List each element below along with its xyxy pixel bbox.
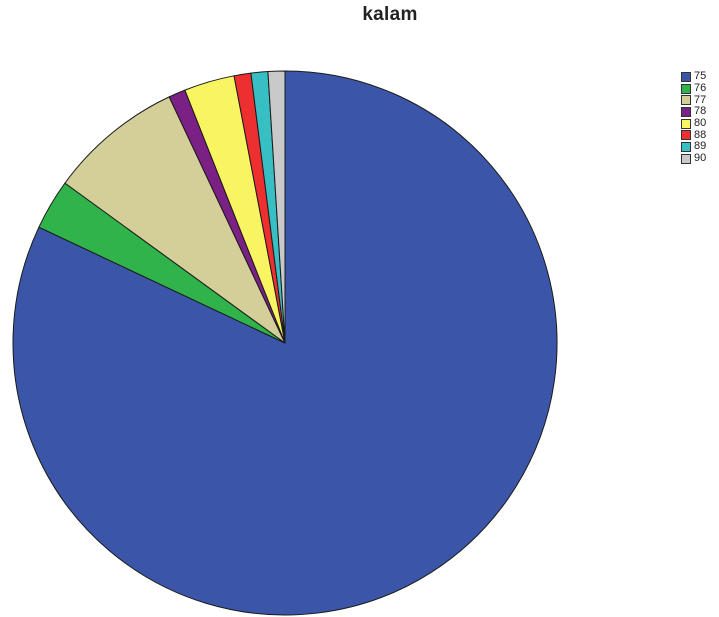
chart-title: kalam [362,4,418,25]
pie-slice-77 [64,96,286,344]
legend-swatch [681,83,691,94]
legend-label: 88 [694,128,707,141]
legend-label: 76 [694,82,707,95]
legend-swatch [681,106,691,117]
legend-item-78: 78 [681,106,717,118]
legend-label: 77 [694,93,707,106]
legend-swatch [681,130,691,141]
legend-item-77: 77 [681,94,717,106]
legend-item-89: 89 [681,141,717,153]
legend-label: 90 [694,152,707,165]
legend-label: 78 [694,105,707,118]
legend-label: 75 [694,70,707,83]
legend-swatch [681,153,691,164]
legend-label: 80 [694,117,707,130]
legend-item-88: 88 [681,129,717,141]
legend: 75 76 77 78 80 88 89 90 [681,71,717,165]
legend-label: 89 [694,140,707,153]
legend-item-76: 76 [681,83,717,95]
legend-swatch [681,95,691,106]
legend-item-75: 75 [681,71,717,83]
pie-slice-90 [267,70,286,344]
legend-item-90: 90 [681,153,717,165]
legend-swatch [681,141,691,152]
legend-item-80: 80 [681,118,717,130]
legend-swatch [681,118,691,129]
legend-swatch [681,71,691,82]
